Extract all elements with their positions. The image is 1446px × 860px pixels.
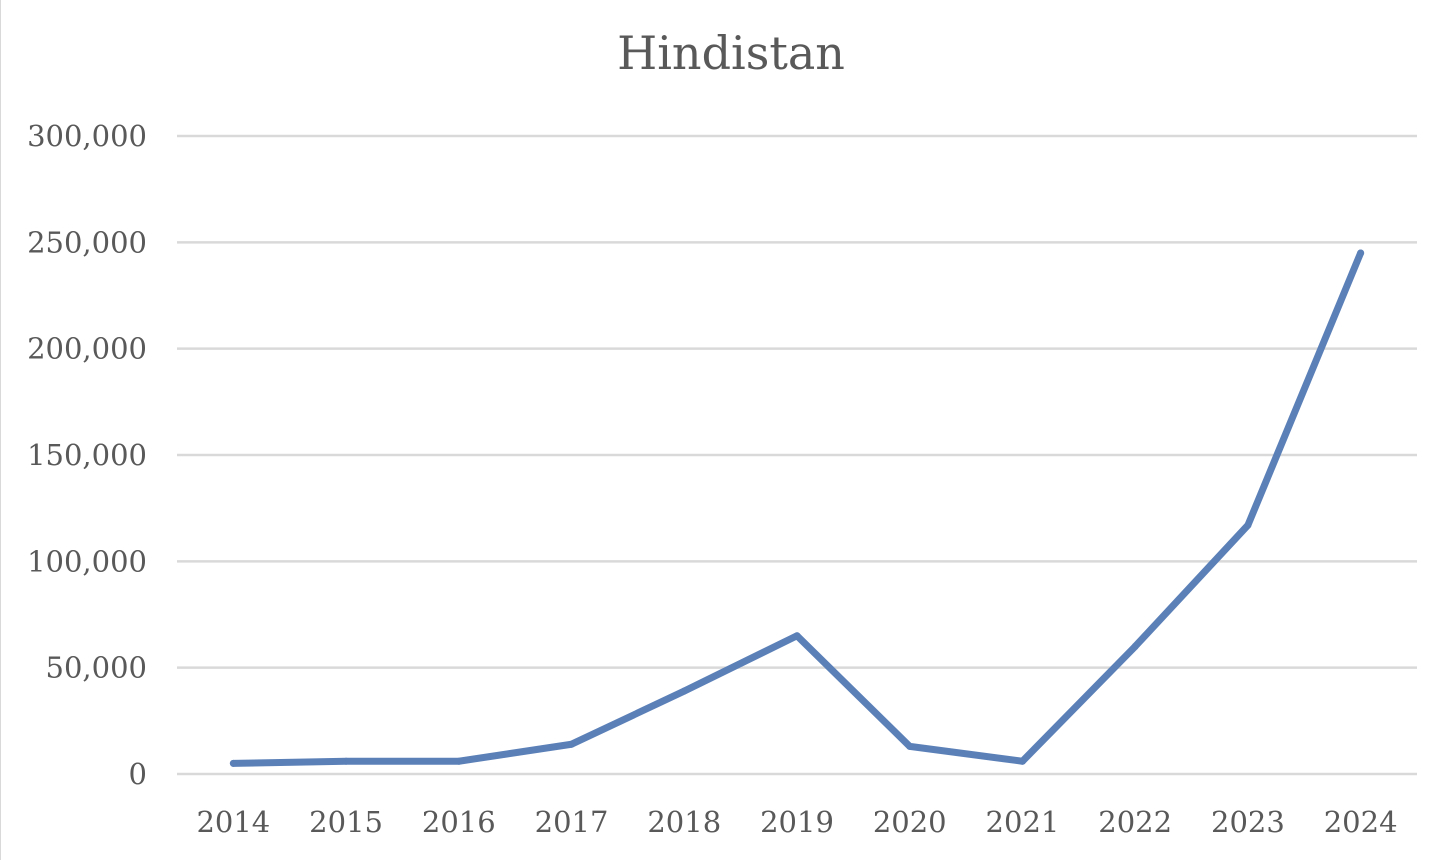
data-point-2016 [455, 757, 463, 765]
data-point-2024 [1357, 249, 1365, 257]
data-point-2023 [1244, 521, 1252, 529]
y-tick-label: 200,000 [27, 332, 147, 366]
x-tick-label: 2024 [1324, 805, 1398, 839]
x-tick-label: 2022 [1098, 805, 1172, 839]
data-point-2015 [342, 757, 350, 765]
x-tick-label: 2020 [873, 805, 947, 839]
y-axis-tick-labels: 0 50,000 100,000 150,000 200,000 250,000 300,0… [27, 119, 147, 791]
x-tick-label: 2019 [760, 805, 834, 839]
x-axis-tick-labels: 2014 2015 2016 2017 2018 2019 2020 2021 2022 2023… [196, 805, 1397, 839]
x-tick-label: 2016 [422, 805, 496, 839]
data-point-2019 [793, 632, 801, 640]
x-tick-label: 2014 [196, 805, 270, 839]
x-tick-label: 2018 [647, 805, 721, 839]
data-point-2020 [906, 742, 914, 750]
y-tick-label: 50,000 [46, 651, 147, 685]
data-point-2022 [1131, 642, 1139, 650]
y-tick-label: 250,000 [27, 225, 147, 259]
x-tick-label: 2021 [986, 805, 1060, 839]
gridlines [177, 134, 1417, 776]
series-layer [229, 249, 1365, 767]
chart-title: Hindistan [617, 26, 845, 80]
y-tick-label: 100,000 [27, 544, 147, 578]
data-point-2021 [1018, 757, 1026, 765]
data-point-2018 [680, 687, 688, 695]
x-tick-label: 2023 [1211, 805, 1285, 839]
y-tick-label: 0 [129, 757, 147, 791]
x-tick-label: 2015 [309, 805, 383, 839]
y-tick-label: 300,000 [27, 119, 147, 153]
series-line [229, 249, 1365, 767]
data-point-2014 [229, 759, 237, 767]
y-tick-label: 150,000 [27, 438, 147, 472]
x-tick-label: 2017 [535, 805, 609, 839]
data-point-2017 [568, 740, 576, 748]
